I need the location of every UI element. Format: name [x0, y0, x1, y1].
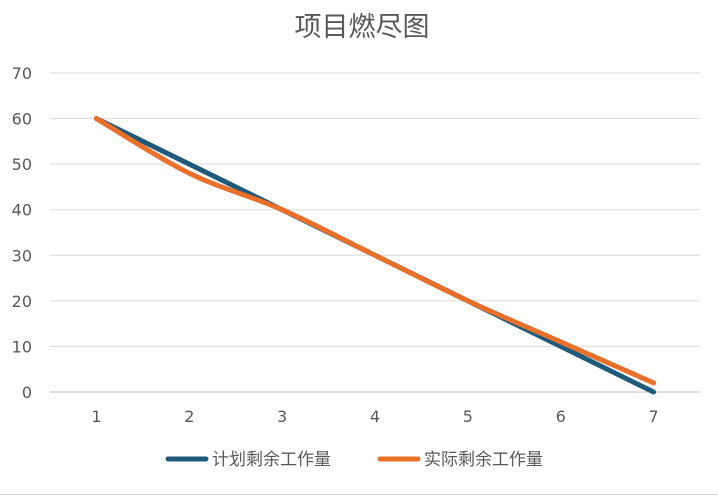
series-line-actual: [93, 116, 657, 386]
y-axis-ticks: 0 10 20 30 40 50 60 70: [12, 64, 32, 402]
x-tick-label: 6: [556, 407, 566, 426]
legend: 计划剩余工作量 实际剩余工作量: [165, 450, 543, 470]
series-lines: [93, 116, 657, 395]
x-tick-label: 7: [648, 407, 658, 426]
y-tick-label: 60: [12, 110, 32, 129]
y-tick-label: 20: [12, 292, 32, 311]
y-tick-label: 30: [12, 246, 32, 265]
y-tick-label: 70: [12, 64, 32, 83]
x-tick-label: 2: [184, 407, 194, 426]
y-tick-label: 0: [22, 383, 32, 402]
x-axis-ticks: 1 2 3 4 5 6 7: [91, 407, 658, 426]
y-tick-label: 40: [12, 201, 32, 220]
x-tick-label: 1: [91, 407, 101, 426]
y-tick-label: 50: [12, 155, 32, 174]
gridlines: [50, 72, 700, 393]
y-tick-label: 10: [12, 337, 32, 356]
chart-title: 项目燃尽图: [295, 12, 430, 43]
legend-label-actual: 实际剩余工作量: [424, 450, 543, 470]
x-tick-label: 3: [277, 407, 287, 426]
x-tick-label: 5: [463, 407, 473, 426]
x-tick-label: 4: [370, 407, 380, 426]
legend-label-planned: 计划剩余工作量: [212, 450, 331, 470]
